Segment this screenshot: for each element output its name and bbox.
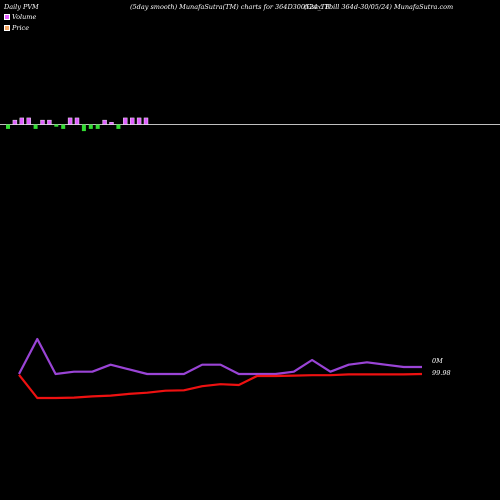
volume-bar bbox=[61, 124, 66, 129]
volume-bar bbox=[136, 117, 142, 125]
volume-bar bbox=[6, 124, 10, 129]
chart-title: (5day smooth) MunafaSutra(TM) charts for… bbox=[130, 3, 330, 11]
volume-bar bbox=[143, 117, 149, 125]
legend-swatch-volume bbox=[4, 14, 10, 20]
volume-bar bbox=[88, 124, 93, 129]
legend-price: Price bbox=[4, 24, 29, 32]
volume-bar bbox=[67, 117, 73, 125]
price-series-line bbox=[18, 372, 423, 400]
volume-bar bbox=[129, 117, 135, 125]
volume-bar bbox=[123, 117, 128, 125]
volume-bar bbox=[109, 122, 114, 125]
chart-subtitle: (Gsec Tbill 364d-30/05/24) MunafaSutra.c… bbox=[304, 3, 454, 11]
volume-bar bbox=[54, 124, 59, 127]
volume-bar bbox=[33, 124, 38, 129]
volume-bar bbox=[116, 124, 121, 129]
volume-bar bbox=[102, 119, 107, 125]
legend-swatch-price bbox=[4, 25, 10, 31]
volume-bar bbox=[81, 124, 86, 132]
volume-bar bbox=[19, 117, 24, 125]
volume-last-label: 0M bbox=[432, 357, 443, 365]
volume-series-line bbox=[18, 337, 422, 376]
volume-bar bbox=[47, 119, 52, 125]
legend-label-volume: Volume bbox=[12, 13, 37, 21]
volume-bar bbox=[95, 124, 100, 129]
price-last-label: 99.98 bbox=[432, 369, 451, 377]
chart-type-label: Daily PVM bbox=[4, 3, 39, 11]
legend-volume: Volume bbox=[4, 13, 36, 21]
volume-bar bbox=[26, 117, 31, 125]
legend-label-price: Price bbox=[12, 24, 30, 32]
volume-bar bbox=[12, 119, 18, 125]
volume-bar bbox=[40, 119, 45, 125]
volume-bar bbox=[74, 117, 80, 125]
